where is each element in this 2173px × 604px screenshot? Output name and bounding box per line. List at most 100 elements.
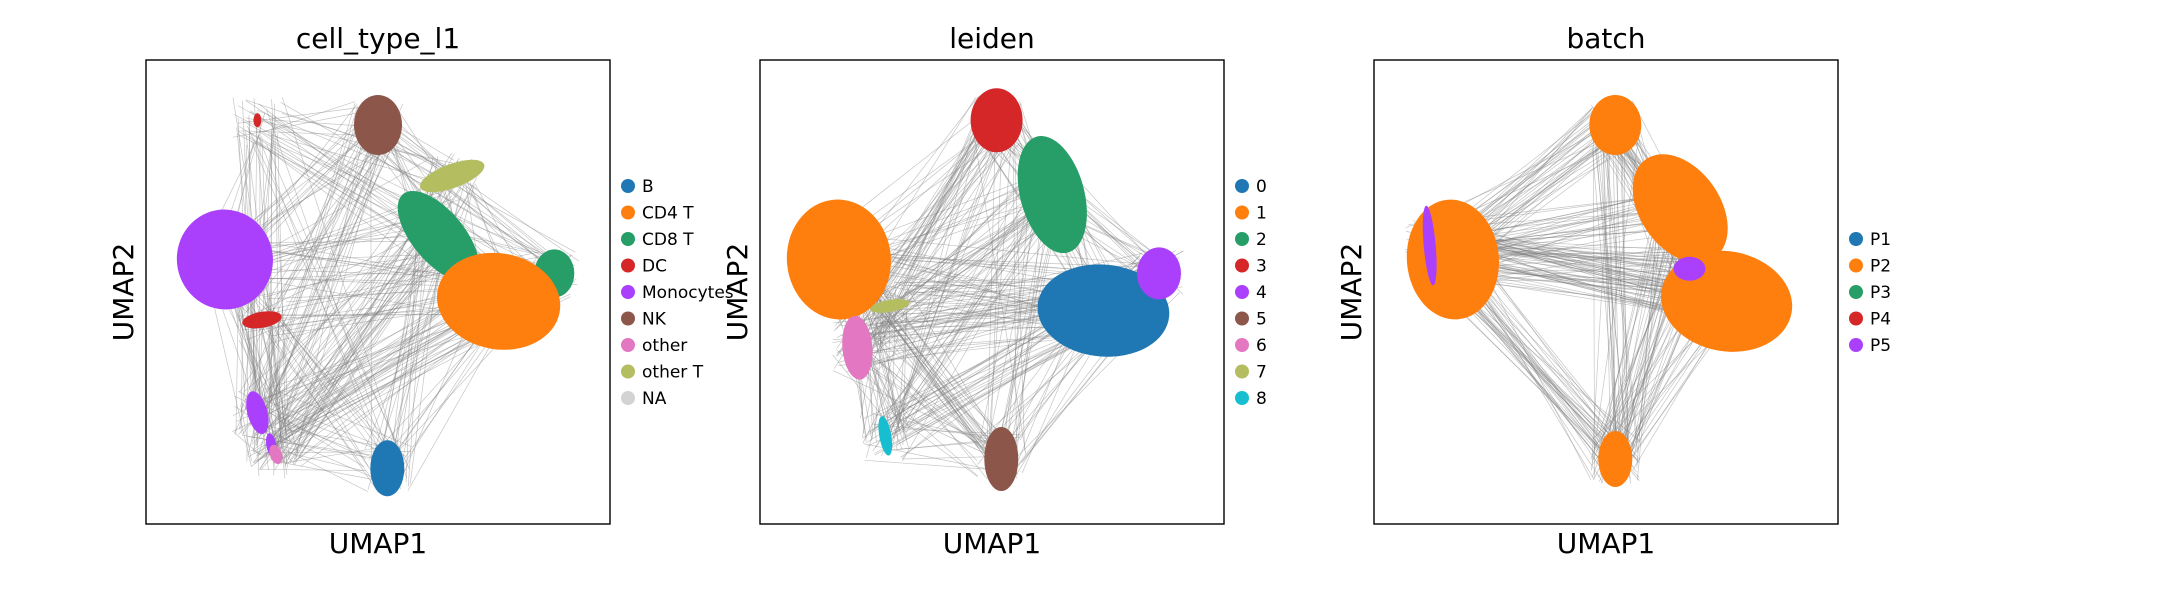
legend-label: 4	[1256, 283, 1267, 303]
legend-marker	[621, 391, 635, 405]
graph-edge	[288, 453, 364, 471]
legend-marker	[621, 232, 635, 246]
legend-label: other T	[642, 363, 704, 383]
legend-label: 8	[1256, 389, 1267, 409]
legend-label: B	[642, 177, 654, 197]
legend-marker	[1849, 312, 1863, 326]
legend-marker	[1235, 259, 1249, 273]
cluster-nk	[354, 95, 402, 155]
legend-label: P4	[1870, 310, 1891, 330]
cluster-p5	[1674, 257, 1706, 281]
legend-entry: 3	[1235, 257, 1267, 277]
legend-entry: other	[621, 336, 687, 356]
legend-marker	[1235, 179, 1249, 193]
legend-entry: P5	[1849, 336, 1891, 356]
legend-marker	[1849, 259, 1863, 273]
legend-marker	[1235, 285, 1249, 299]
y-axis-label: UMAP2	[107, 243, 140, 342]
legend-marker	[1235, 206, 1249, 220]
legend-entry: DC	[621, 257, 667, 277]
legend-entry: CD4 T	[621, 204, 694, 224]
graph-edge	[396, 126, 454, 160]
legend-marker	[621, 338, 635, 352]
cluster-4	[1137, 247, 1181, 299]
legend-label: 2	[1256, 230, 1267, 250]
legend-label: P2	[1870, 257, 1891, 277]
legend-marker	[621, 312, 635, 326]
legend-entry: CD8 T	[621, 230, 694, 250]
legend-label: Monocytes	[642, 283, 734, 303]
legend-entry: NK	[621, 310, 667, 330]
x-axis-label: UMAP1	[329, 527, 428, 560]
legend-label: P1	[1870, 230, 1891, 250]
legend-entry: 4	[1235, 283, 1267, 303]
legend-entry: Monocytes	[621, 283, 734, 303]
legend-label: 6	[1256, 336, 1267, 356]
legend-entry: 7	[1235, 363, 1267, 383]
legend-entry: 8	[1235, 389, 1267, 409]
legend-entry: NA	[621, 389, 667, 409]
legend-entry: 1	[1235, 204, 1267, 224]
legend-label: P5	[1870, 336, 1891, 356]
legend-entry: other T	[621, 363, 704, 383]
cluster-p2	[1598, 431, 1632, 487]
cluster-p2	[1589, 95, 1641, 155]
graph-edge	[260, 437, 368, 491]
legend-marker	[1235, 391, 1249, 405]
legend-label: DC	[642, 257, 667, 277]
legend-entry: P1	[1849, 230, 1891, 250]
panel-title: leiden	[949, 22, 1035, 55]
legend-label: 1	[1256, 204, 1267, 224]
panel-batch: batch UMAP1 UMAP2 P1 P2 P3 P4 P5	[1335, 22, 1891, 560]
legend-marker	[621, 179, 635, 193]
panel-cell-type: cell_type_l1 UMAP1 UMAP2 B CD4 T CD8 T DC Mo…	[107, 22, 734, 560]
x-axis-label: UMAP1	[1557, 527, 1656, 560]
legend-marker	[621, 285, 635, 299]
cluster-b	[370, 440, 404, 496]
legend-label: NK	[642, 310, 667, 330]
cluster-3	[971, 88, 1023, 152]
graph-edge	[875, 331, 876, 332]
legend-entry: 0	[1235, 177, 1267, 197]
x-axis-label: UMAP1	[943, 527, 1042, 560]
legend-entry: 5	[1235, 310, 1267, 330]
legend-entry: P3	[1849, 283, 1891, 303]
legend-marker	[1849, 232, 1863, 246]
legend: 0 1 2 3 4 5 6 7 8	[1235, 177, 1267, 409]
legend-label: other	[642, 336, 687, 356]
legend-marker	[1235, 232, 1249, 246]
legend-entry: 6	[1235, 336, 1267, 356]
panel-title: batch	[1566, 22, 1645, 55]
panel-title: cell_type_l1	[296, 22, 460, 55]
legend-label: CD8 T	[642, 230, 694, 250]
legend-entry: 2	[1235, 230, 1267, 250]
legend-label: CD4 T	[642, 204, 694, 224]
cluster-5	[984, 427, 1018, 491]
y-axis-label: UMAP2	[721, 243, 754, 342]
legend-marker	[1849, 338, 1863, 352]
legend-marker	[1849, 285, 1863, 299]
panel-leiden: leiden UMAP1 UMAP2 0 1 2 3 4 5 6 7 8	[721, 22, 1267, 560]
legend-entry: P4	[1849, 310, 1891, 330]
graph-edge	[1457, 281, 1617, 482]
y-axis-label: UMAP2	[1335, 243, 1368, 342]
legend: P1 P2 P3 P4 P5	[1849, 230, 1891, 356]
legend-label: 5	[1256, 310, 1267, 330]
legend-label: NA	[642, 389, 667, 409]
legend-marker	[1235, 365, 1249, 379]
legend-marker	[621, 259, 635, 273]
legend-entry: P2	[1849, 257, 1891, 277]
legend-marker	[1235, 312, 1249, 326]
legend-label: P3	[1870, 283, 1891, 303]
legend-label: 7	[1256, 363, 1267, 383]
legend-marker	[621, 365, 635, 379]
legend-marker	[1235, 338, 1249, 352]
legend: B CD4 T CD8 T DC Monocytes NK other other T NA	[621, 177, 734, 409]
legend-entry: B	[621, 177, 654, 197]
legend-label: 3	[1256, 257, 1267, 277]
graph-edge	[833, 371, 1009, 454]
legend-marker	[621, 206, 635, 220]
graph-edge	[264, 102, 355, 132]
